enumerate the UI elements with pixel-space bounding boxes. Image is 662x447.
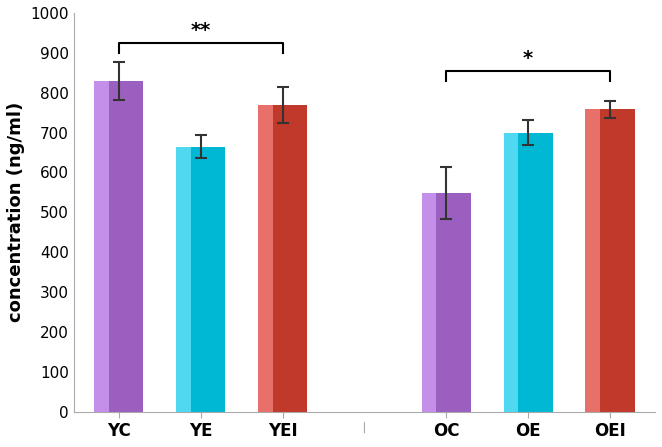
- Bar: [176, 147, 191, 412]
- Bar: [504, 133, 553, 412]
- Bar: [422, 193, 471, 412]
- Bar: [258, 105, 307, 412]
- Bar: [422, 193, 436, 412]
- Bar: [176, 147, 225, 412]
- Text: *: *: [523, 49, 533, 67]
- Text: **: **: [191, 21, 211, 40]
- Bar: [258, 105, 273, 412]
- Bar: [585, 110, 600, 412]
- Bar: [94, 81, 109, 412]
- Bar: [94, 81, 144, 412]
- Bar: [504, 133, 518, 412]
- Bar: [585, 110, 635, 412]
- Y-axis label: concentration (ng/ml): concentration (ng/ml): [7, 102, 25, 322]
